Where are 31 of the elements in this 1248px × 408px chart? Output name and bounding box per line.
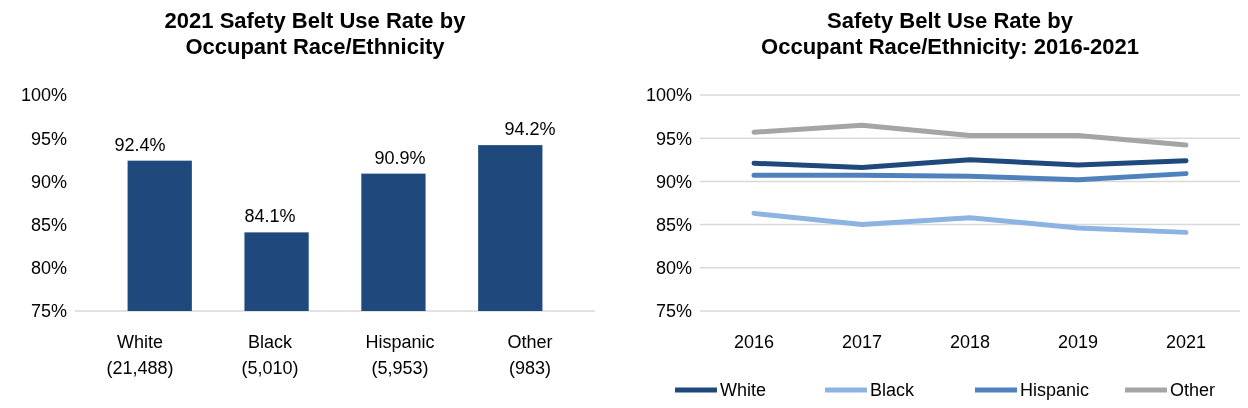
- y-tick-label: 85%: [30, 214, 67, 235]
- x-tick-label: 2017: [841, 332, 883, 352]
- x-tick-label: Hispanic (5,953): [365, 332, 435, 378]
- data-label: 90.9%: [374, 147, 426, 168]
- y-tick-label: 75%: [30, 301, 67, 322]
- y-tick-label: 75%: [655, 301, 692, 322]
- y-tick-label: 95%: [655, 128, 692, 149]
- data-label: 94.2%: [504, 119, 556, 140]
- y-tick-label: 85%: [655, 214, 692, 235]
- x-tick-label: 2021: [1165, 332, 1207, 352]
- x-tick-label: 2016: [733, 332, 775, 352]
- y-tick-label: 80%: [30, 258, 67, 279]
- legend-label: White: [720, 380, 767, 400]
- y-tick-label: 100%: [20, 85, 67, 106]
- chart-title: Safety Belt Use Rate by Occupant Race/Ethnicity: 2016-2021: [761, 8, 1139, 59]
- x-tick-label: Black (5,010): [241, 332, 299, 378]
- y-tick-label: 90%: [655, 171, 692, 192]
- legend-label: Black: [870, 380, 916, 400]
- data-label: 84.1%: [244, 206, 296, 227]
- y-tick-label: 80%: [655, 258, 692, 279]
- y-tick-label: 100%: [645, 85, 692, 106]
- x-tick-label: White (21,488): [106, 332, 174, 378]
- x-tick-label: Other (983): [507, 332, 553, 378]
- data-label: 92.4%: [114, 134, 166, 155]
- chart-title: 2021 Safety Belt Use Rate by Occupant Race/Ethnicity: [164, 8, 467, 59]
- x-tick-label: 2019: [1057, 332, 1099, 352]
- legend-label: Hispanic: [1020, 380, 1090, 400]
- x-tick-label: 2018: [949, 332, 991, 352]
- y-tick-label: 95%: [30, 128, 67, 149]
- legend-label: Other: [1170, 380, 1216, 400]
- y-tick-label: 90%: [30, 171, 67, 192]
